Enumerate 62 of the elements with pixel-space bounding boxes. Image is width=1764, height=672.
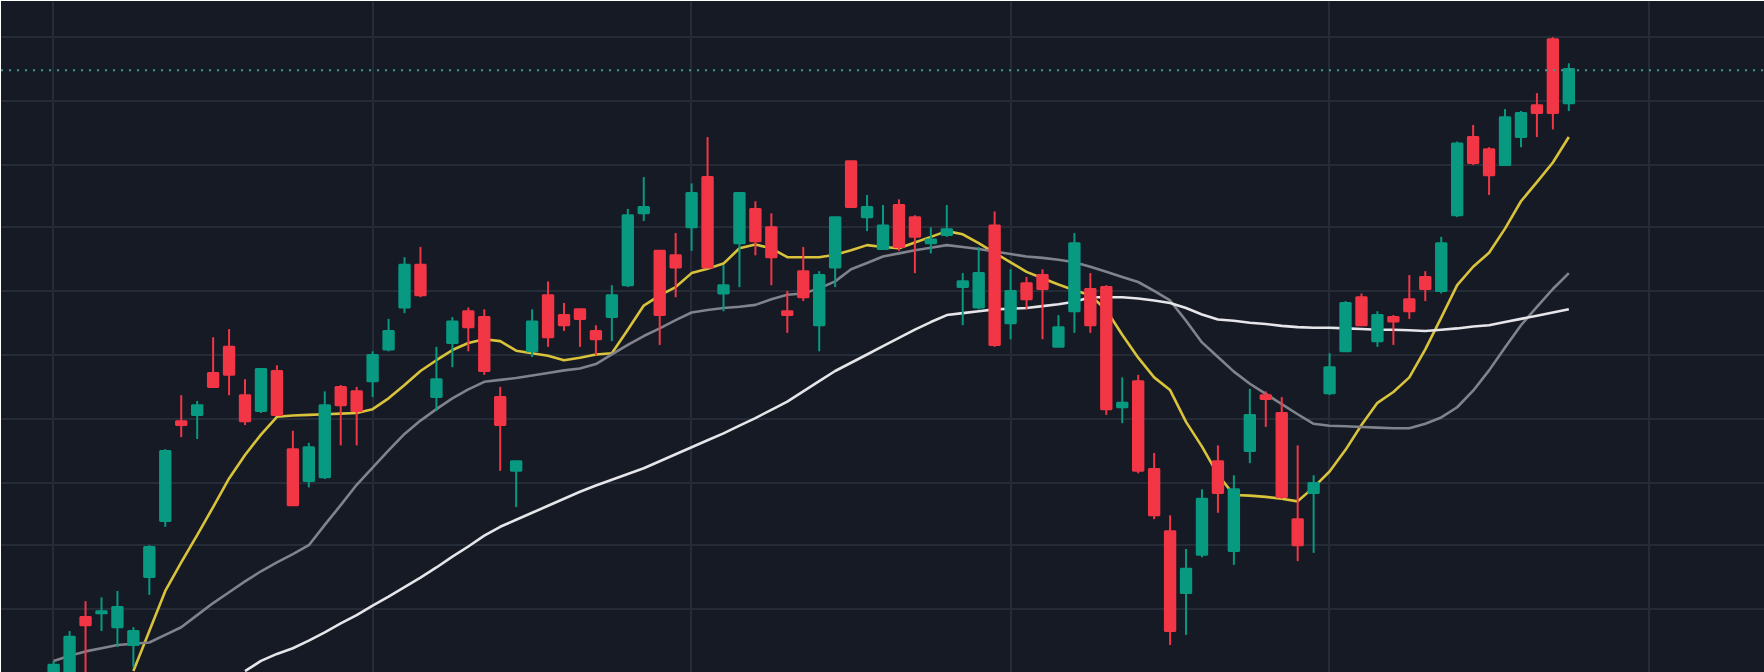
candlestick [509,460,523,509]
candlestick [1259,390,1272,428]
candlestick [270,364,284,416]
candlestick [382,317,395,353]
candlestick [1514,109,1528,149]
candlestick [1004,268,1017,341]
candlestick [1291,444,1304,563]
candlestick [1466,123,1480,167]
candlestick [206,336,220,388]
candlestick [940,204,953,238]
candlestick [908,214,922,275]
candlestick [860,193,874,233]
candlestick [398,256,411,315]
candlestick [127,626,140,669]
candlestick [1482,146,1496,196]
candlestick [557,301,571,332]
candlestick [605,284,619,343]
candlestick [637,176,650,222]
candlestick [175,394,188,439]
candlestick [1387,314,1400,346]
candlestick [1052,314,1065,348]
candlestick [238,378,252,427]
candlestick [494,385,507,472]
candlestick [1562,62,1576,112]
candlestick [1116,376,1129,425]
candlestick [1435,235,1448,295]
candlestick [1243,387,1257,465]
candlestick [254,368,268,414]
candlestick [1147,452,1161,521]
candlestick [1419,270,1432,303]
candlestick [956,272,969,327]
candlestick [1371,310,1384,348]
candlestick [1323,352,1336,397]
candlestick [573,308,587,348]
candlestick [1530,92,1544,139]
candlestick [685,182,698,252]
candlestick [143,544,156,596]
candlestick [1179,548,1193,636]
candlestick [222,328,236,397]
candlestick [430,345,443,413]
candlestick [1498,108,1512,167]
candlestick [1307,474,1320,554]
candlestick [541,280,555,348]
candlestick [79,600,92,672]
candlestick [589,324,603,357]
candlestick [1355,292,1368,327]
candlestick [844,160,858,208]
candlestick [190,399,204,441]
candlestick [366,350,379,399]
candlestick [446,315,459,369]
candlestick [1403,274,1416,320]
candlestick [876,204,890,250]
candlestick [525,308,539,359]
candlestick [781,289,794,334]
candlestick [797,246,810,303]
candlestick [892,198,906,252]
candlestick [717,263,730,313]
candlestick [302,441,316,489]
candlestick [924,226,938,255]
candlestick [414,246,427,299]
candlestick [1211,444,1225,514]
candlestick [972,246,985,311]
